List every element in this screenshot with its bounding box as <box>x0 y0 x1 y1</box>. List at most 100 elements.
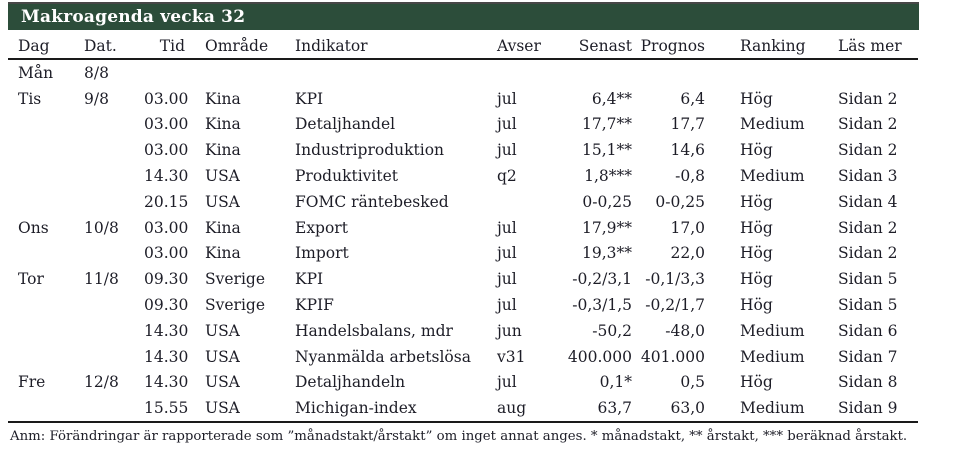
table-row: 03.00 Kina Detaljhandel jul 17,7** 17,7 … <box>8 112 918 138</box>
cell-time: 03.00 <box>144 218 189 237</box>
table-title: Makroagenda vecka 32 <box>21 7 246 27</box>
cell-latest: -0,2/3,1 <box>572 270 632 289</box>
cell-read-more: Sidan 5 <box>838 270 898 289</box>
cell-refers-to: jul <box>497 296 517 315</box>
cell-ranking: Medium <box>740 167 805 186</box>
cell-date: 9/8 <box>84 89 109 108</box>
cell-ranking: Hög <box>740 373 773 392</box>
cell-latest: 19,3** <box>581 244 632 263</box>
cell-indicator: Produktivitet <box>295 167 398 186</box>
cell-forecast: 14,6 <box>670 141 705 160</box>
cell-latest: 0,1* <box>599 373 632 392</box>
column-header-dag: Dag <box>18 37 50 55</box>
cell-region: USA <box>205 373 240 392</box>
table-body: Mån 8/8 Tis 9/8 03.00 Kina KPI jul 6,4**… <box>8 60 918 424</box>
cell-ranking: Medium <box>740 399 805 418</box>
cell-latest: 400.000 <box>567 347 632 366</box>
cell-date: 10/8 <box>84 218 119 237</box>
cell-read-more: Sidan 8 <box>838 373 898 392</box>
cell-refers-to: jul <box>497 270 517 289</box>
cell-forecast: 0,5 <box>680 373 705 392</box>
cell-latest: 17,9** <box>581 218 632 237</box>
cell-indicator: Import <box>295 244 349 263</box>
cell-indicator: FOMC räntebesked <box>295 192 449 211</box>
cell-refers-to: v31 <box>497 347 526 366</box>
table-row: Mån 8/8 <box>8 60 918 86</box>
cell-time: 14.30 <box>144 373 189 392</box>
cell-ranking: Medium <box>740 115 805 134</box>
cell-time: 15.55 <box>144 399 189 418</box>
column-header-avser: Avser <box>497 37 541 55</box>
cell-region: Kina <box>205 218 241 237</box>
column-header-lasmer: Läs mer <box>838 37 902 55</box>
cell-time: 14.30 <box>144 321 189 340</box>
cell-time: 03.00 <box>144 244 189 263</box>
cell-read-more: Sidan 2 <box>838 141 898 160</box>
cell-indicator: KPI <box>295 270 324 289</box>
cell-time: 20.15 <box>144 192 189 211</box>
table-row: 20.15 USA FOMC räntebesked 0-0,25 0-0,25… <box>8 189 918 215</box>
cell-latest: 1,8*** <box>584 167 632 186</box>
cell-region: USA <box>205 399 240 418</box>
cell-date: 11/8 <box>84 270 119 289</box>
table-header-row: Dag Dat. Tid Område Indikator Avser Sena… <box>8 34 918 60</box>
cell-read-more: Sidan 2 <box>838 115 898 134</box>
cell-latest: 0-0,25 <box>582 192 632 211</box>
cell-region: USA <box>205 347 240 366</box>
cell-forecast: -0,1/3,3 <box>645 270 705 289</box>
cell-forecast: 401.000 <box>640 347 705 366</box>
cell-indicator: KPI <box>295 89 324 108</box>
column-header-omrade: Område <box>205 37 269 55</box>
cell-ranking: Hög <box>740 192 773 211</box>
cell-time: 09.30 <box>144 270 189 289</box>
cell-latest: 17,7** <box>581 115 632 134</box>
cell-forecast: -48,0 <box>665 321 705 340</box>
cell-read-more: Sidan 7 <box>838 347 898 366</box>
cell-region: Sverige <box>205 296 266 315</box>
cell-refers-to: jul <box>497 244 517 263</box>
cell-read-more: Sidan 6 <box>838 321 898 340</box>
cell-time: 09.30 <box>144 296 189 315</box>
cell-ranking: Medium <box>740 321 805 340</box>
cell-time: 03.00 <box>144 141 189 160</box>
cell-indicator: Detaljhandel <box>295 115 396 134</box>
column-header-tid: Tid <box>159 37 185 55</box>
column-header-ranking: Ranking <box>740 37 806 55</box>
table-row: 14.30 USA Nyanmälda arbetslösa v31 400.0… <box>8 344 918 370</box>
cell-ranking: Medium <box>740 347 805 366</box>
cell-forecast: 22,0 <box>670 244 705 263</box>
cell-region: USA <box>205 192 240 211</box>
column-header-indikator: Indikator <box>295 37 368 55</box>
cell-day: Tis <box>18 89 42 108</box>
cell-indicator: Nyanmälda arbetslösa <box>295 347 471 366</box>
cell-region: USA <box>205 167 240 186</box>
cell-read-more: Sidan 2 <box>838 218 898 237</box>
cell-day: Tor <box>18 270 44 289</box>
cell-time: 03.00 <box>144 89 189 108</box>
cell-latest: -0,3/1,5 <box>572 296 632 315</box>
cell-ranking: Hög <box>740 218 773 237</box>
cell-forecast: 17,0 <box>670 218 705 237</box>
table-row: 14.30 USA Handelsbalans, mdr jun -50,2 -… <box>8 318 918 344</box>
cell-indicator: Michigan-index <box>295 399 417 418</box>
cell-latest: -50,2 <box>592 321 632 340</box>
cell-indicator: KPIF <box>295 296 334 315</box>
cell-refers-to: jul <box>497 115 517 134</box>
cell-indicator: Handelsbalans, mdr <box>295 321 453 340</box>
cell-date: 8/8 <box>84 63 109 82</box>
cell-refers-to: jul <box>497 89 517 108</box>
cell-region: USA <box>205 321 240 340</box>
column-header-prognos: Prognos <box>640 37 705 55</box>
cell-region: Sverige <box>205 270 266 289</box>
table-row: 15.55 USA Michigan-index aug 63,7 63,0 M… <box>8 395 918 421</box>
cell-day: Ons <box>18 218 49 237</box>
cell-forecast: 6,4 <box>680 89 705 108</box>
cell-read-more: Sidan 2 <box>838 89 898 108</box>
cell-indicator: Export <box>295 218 348 237</box>
table-row: 03.00 Kina Industriproduktion jul 15,1**… <box>8 137 918 163</box>
cell-read-more: Sidan 3 <box>838 167 898 186</box>
cell-forecast: -0,2/1,7 <box>645 296 705 315</box>
cell-indicator: Detaljhandeln <box>295 373 406 392</box>
cell-region: Kina <box>205 89 241 108</box>
